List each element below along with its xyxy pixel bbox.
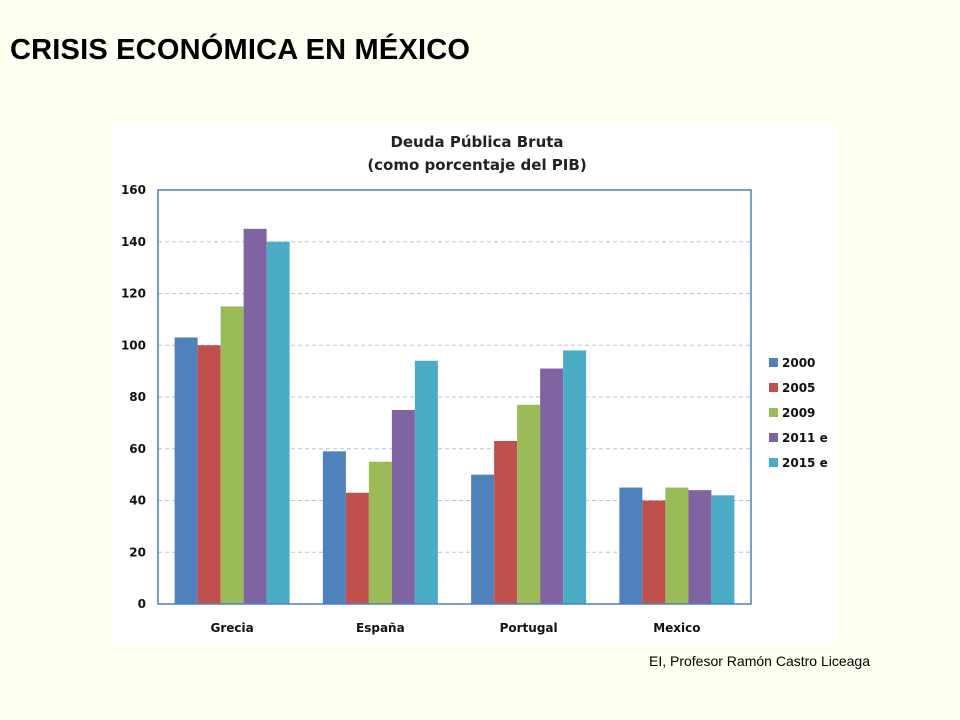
y-tick-label: 0 (138, 597, 146, 611)
bar-2000-mexico (619, 487, 643, 604)
x-category-label: Portugal (500, 621, 558, 635)
bar-2011-e-grecia (243, 228, 267, 604)
y-tick-label: 20 (129, 545, 146, 559)
legend-label: 2011 e (782, 431, 828, 445)
x-category-label: España (356, 621, 405, 635)
slide-title: CRISIS ECONÓMICA EN MÉXICO (10, 34, 471, 66)
bar-2011-e-españa (391, 409, 415, 604)
chart-title-line: Deuda Pública Bruta (390, 133, 563, 151)
bar-2005-españa (345, 492, 369, 604)
legend-swatch (769, 383, 778, 392)
bar-2009-grecia (220, 306, 244, 604)
bar-2015-e-grecia (266, 241, 290, 604)
legend-swatch (769, 433, 778, 442)
x-category-label: Grecia (211, 621, 254, 635)
bar-2005-grecia (197, 345, 221, 604)
x-category-label: Mexico (653, 621, 700, 635)
legend-label: 2005 (782, 381, 815, 395)
y-tick-label: 60 (129, 442, 146, 456)
chart-title-line: (como porcentaje del PIB) (367, 156, 586, 174)
bar-2000-portugal (471, 474, 495, 604)
bar-2011-e-mexico (688, 490, 712, 604)
y-tick-label: 140 (121, 235, 146, 249)
bar-2015-e-españa (414, 360, 438, 604)
bar-2009-mexico (665, 487, 689, 604)
legend-label: 2000 (782, 356, 815, 370)
bar-chart: Deuda Pública Bruta (como porcentaje del … (121, 133, 828, 635)
footer-credit: EI, Profesor Ramón Castro Liceaga (649, 653, 870, 669)
y-tick-label: 100 (121, 338, 146, 352)
bar-2000-grecia (174, 337, 198, 604)
bar-2005-mexico (642, 500, 666, 604)
legend-swatch (769, 458, 778, 467)
y-tick-label: 120 (121, 287, 146, 301)
legend-label: 2009 (782, 406, 815, 420)
y-tick-label: 160 (121, 183, 146, 197)
legend-swatch (769, 358, 778, 367)
bar-2000-españa (322, 451, 346, 604)
bar-2005-portugal (494, 440, 518, 604)
y-tick-label: 40 (129, 494, 146, 508)
legend-label: 2015 e (782, 456, 828, 470)
bar-2009-portugal (517, 404, 541, 604)
bar-2015-e-mexico (711, 495, 735, 604)
bar-2011-e-portugal (540, 368, 564, 604)
chart-panel: Deuda Pública Bruta (como porcentaje del … (112, 124, 836, 644)
y-tick-label: 80 (129, 390, 146, 404)
bar-2009-españa (368, 461, 392, 604)
bar-2015-e-portugal (563, 350, 587, 604)
legend-swatch (769, 408, 778, 417)
plot-frame (157, 189, 752, 605)
